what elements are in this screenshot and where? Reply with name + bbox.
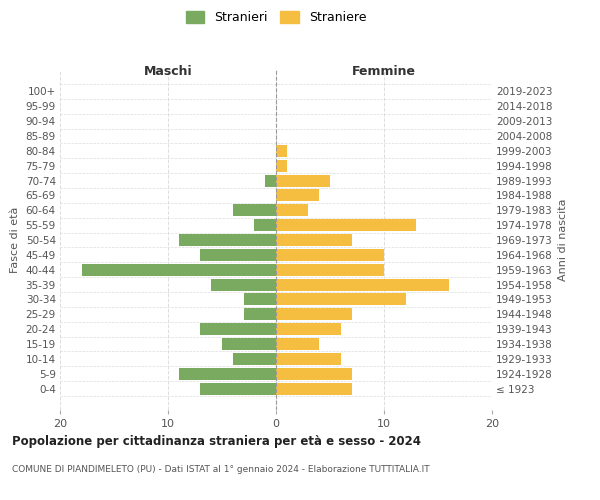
Bar xyxy=(276,382,352,394)
Bar xyxy=(276,353,341,365)
Bar xyxy=(276,308,352,320)
Text: Femmine: Femmine xyxy=(352,65,416,78)
Bar xyxy=(276,234,352,246)
Bar xyxy=(265,174,276,186)
Bar xyxy=(211,278,276,290)
Bar xyxy=(200,382,276,394)
Bar xyxy=(233,353,276,365)
Bar xyxy=(254,219,276,231)
Bar xyxy=(276,368,352,380)
Bar xyxy=(276,264,384,276)
Bar xyxy=(276,219,416,231)
Bar xyxy=(276,190,319,202)
Bar xyxy=(200,249,276,261)
Bar xyxy=(276,323,341,335)
Bar xyxy=(276,145,287,157)
Bar xyxy=(276,294,406,306)
Bar xyxy=(179,368,276,380)
Bar xyxy=(200,323,276,335)
Bar xyxy=(244,308,276,320)
Bar xyxy=(276,174,330,186)
Bar xyxy=(276,278,449,290)
Bar xyxy=(82,264,276,276)
Legend: Stranieri, Straniere: Stranieri, Straniere xyxy=(185,11,367,24)
Bar xyxy=(233,204,276,216)
Bar xyxy=(222,338,276,350)
Bar xyxy=(179,234,276,246)
Text: Maschi: Maschi xyxy=(143,65,193,78)
Bar xyxy=(244,294,276,306)
Text: COMUNE DI PIANDIMELETO (PU) - Dati ISTAT al 1° gennaio 2024 - Elaborazione TUTTI: COMUNE DI PIANDIMELETO (PU) - Dati ISTAT… xyxy=(12,465,430,474)
Text: Popolazione per cittadinanza straniera per età e sesso - 2024: Popolazione per cittadinanza straniera p… xyxy=(12,435,421,448)
Bar xyxy=(276,249,384,261)
Bar xyxy=(276,204,308,216)
Y-axis label: Anni di nascita: Anni di nascita xyxy=(559,198,568,281)
Bar xyxy=(276,160,287,172)
Bar xyxy=(276,338,319,350)
Y-axis label: Fasce di età: Fasce di età xyxy=(10,207,20,273)
